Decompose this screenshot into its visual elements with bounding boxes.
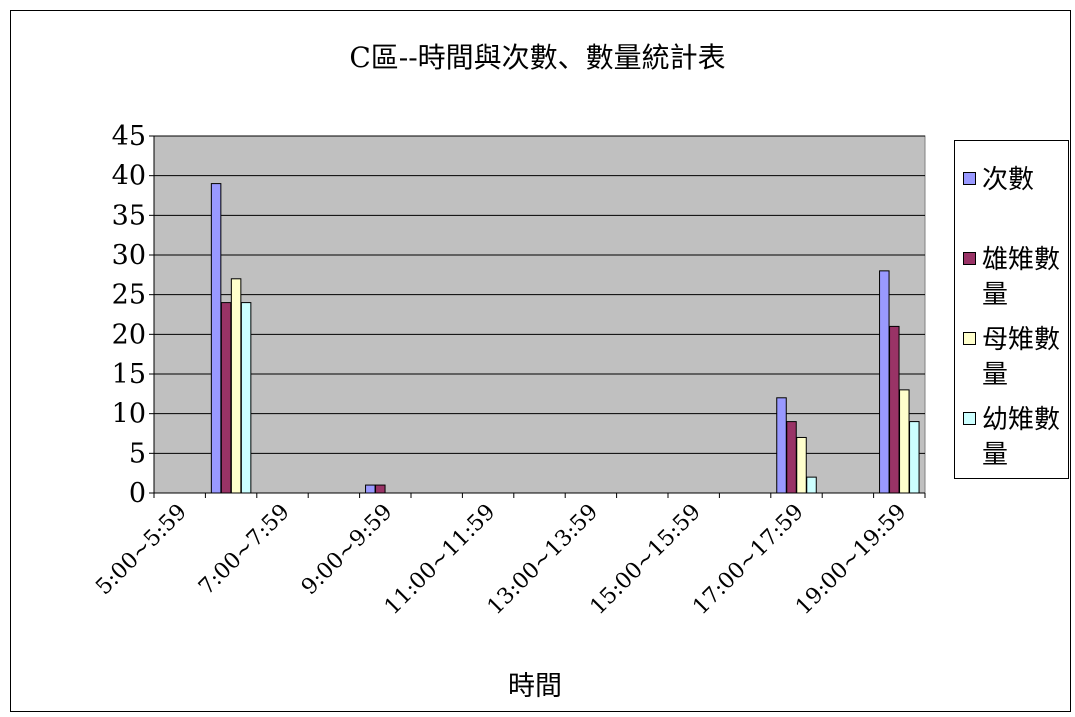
legend-item-female: 母雉數量	[955, 301, 1068, 390]
y-tick-label: 25	[112, 280, 146, 311]
y-tick-label: 20	[112, 319, 146, 350]
bar-2-17:00~17:59	[786, 421, 797, 494]
bar-4-19:00~19:59	[909, 421, 920, 494]
x-tick-label: 5:00~5:59	[91, 500, 192, 601]
y-tick-label: 30	[112, 240, 146, 271]
chart-legend: 次數 雄雉數量 母雉數量 幼雉數量	[954, 140, 1069, 479]
bar-4-17:00~17:59	[806, 476, 817, 494]
y-tick-label: 35	[112, 200, 146, 231]
x-tick-label: 19:00~19:59	[791, 500, 911, 620]
legend-swatch-male	[963, 252, 976, 265]
legend-label-male: 雄雉數量	[982, 245, 1061, 310]
legend-item-male: 雄雉數量	[955, 221, 1068, 310]
bar-1-17:00~17:59	[776, 397, 787, 494]
legend-label-count: 次數	[982, 165, 1035, 195]
bar-4-6:00~6:59	[240, 302, 252, 494]
bar-1-6:00~6:59	[210, 183, 222, 494]
bar-2-9:00~9:59	[375, 484, 386, 494]
legend-swatch-juvenile	[963, 412, 976, 425]
y-tick-label: 10	[112, 399, 146, 430]
legend-swatch-female	[963, 332, 976, 345]
y-tick-label: 0	[129, 478, 146, 509]
x-tick-label: 9:00~9:59	[297, 500, 398, 601]
x-axis-title: 時間	[508, 671, 562, 702]
y-tick-label: 15	[112, 359, 146, 390]
plot-area	[153, 135, 926, 494]
legend-label-female: 母雉數量	[982, 325, 1061, 390]
bar-1-9:00~9:59	[365, 484, 376, 494]
legend-label-juvenile: 幼雉數量	[982, 405, 1061, 470]
legend-item-count: 次數	[955, 141, 1068, 201]
legend-item-juvenile: 幼雉數量	[955, 381, 1068, 470]
bar-2-19:00~19:59	[889, 325, 900, 494]
bar-2-6:00~6:59	[220, 302, 232, 494]
legend-swatch-count	[963, 172, 976, 185]
x-tick-label: 7:00~7:59	[194, 500, 295, 601]
bar-1-19:00~19:59	[879, 270, 890, 494]
bar-3-6:00~6:59	[230, 278, 242, 494]
bar-3-19:00~19:59	[899, 389, 910, 494]
chart-title: C區--時間與次數、數量統計表	[349, 41, 726, 74]
y-tick-label: 45	[112, 121, 146, 152]
y-tick-label: 40	[112, 161, 146, 192]
bar-3-17:00~17:59	[796, 436, 807, 494]
y-tick-label: 5	[129, 438, 146, 469]
